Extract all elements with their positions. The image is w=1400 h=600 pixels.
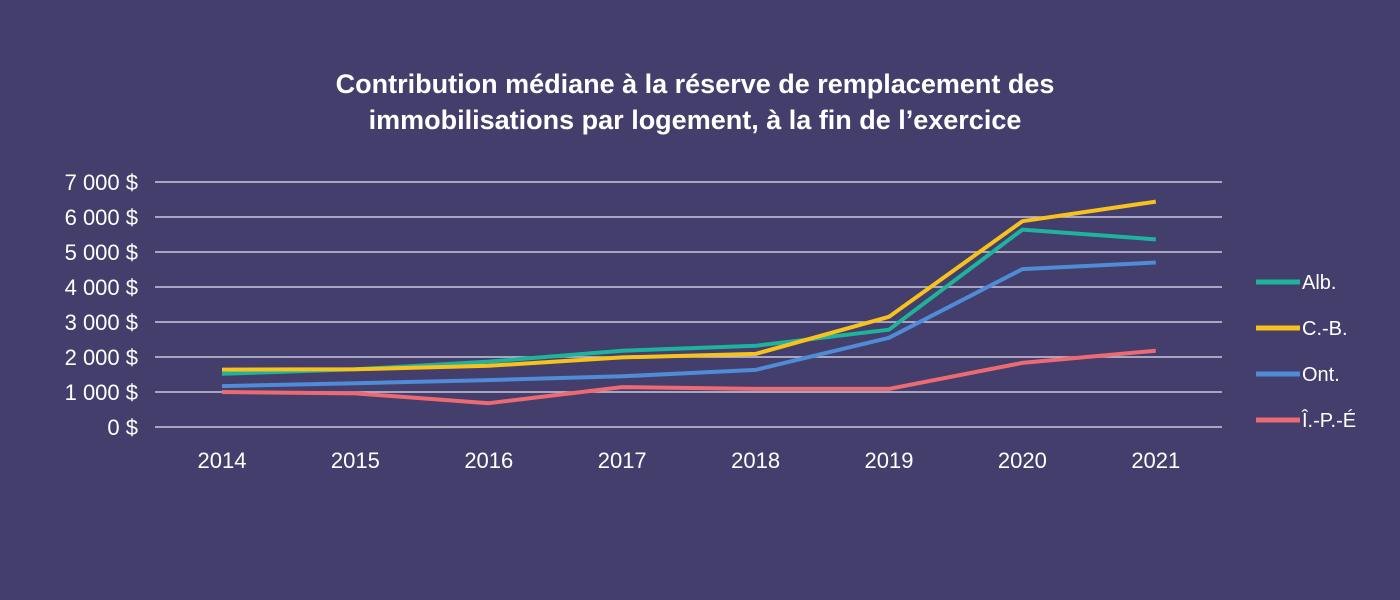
- x-tick-label: 2019: [865, 448, 914, 473]
- x-tick-label: 2020: [998, 448, 1047, 473]
- y-tick-label: 3 000 $: [65, 310, 138, 335]
- y-axis-tick-labels: 0 $ 1 000 $ 2 000 $ 3 000 $ 4 000 $ 5 000 $ 6 …: [65, 170, 138, 440]
- legend-item: Alb.: [1256, 272, 1336, 294]
- y-tick-label: 7 000 $: [65, 170, 138, 195]
- x-tick-label: 2017: [598, 448, 647, 473]
- y-tick-label: 5 000 $: [65, 240, 138, 265]
- legend-item: C.-B.: [1256, 318, 1348, 340]
- legend-label: Alb.: [1302, 272, 1336, 294]
- x-tick-label: 2016: [464, 448, 513, 473]
- series-line-0: [221, 227, 1156, 376]
- legend-label: Î.-P.-É: [1301, 409, 1356, 432]
- x-tick-label: 2018: [731, 448, 780, 473]
- series-lines: [221, 199, 1157, 406]
- chart-title-line-2: immobilisations par logement, à la fin d…: [368, 105, 1022, 135]
- y-tick-label: 4 000 $: [65, 275, 138, 300]
- x-axis-tick-labels: 2014 2015 2016 2017 2018 2019 2020 2021: [198, 448, 1181, 473]
- x-tick-label: 2021: [1131, 448, 1180, 473]
- y-tick-label: 6 000 $: [65, 205, 138, 230]
- legend-label: C.-B.: [1302, 318, 1348, 340]
- chart-title: Contribution médiane à la réserve de rem…: [200, 66, 1190, 138]
- gridlines: [155, 181, 1222, 428]
- legend-item: Ont.: [1256, 364, 1340, 386]
- y-tick-label: 1 000 $: [65, 380, 138, 405]
- y-tick-label: 2 000 $: [65, 345, 138, 370]
- legend-item: Î.-P.-É: [1256, 409, 1356, 432]
- legend: Alb. C.-B. Ont. Î.-P.-É: [1256, 272, 1356, 432]
- legend-label: Ont.: [1302, 364, 1340, 386]
- series-line-1: [221, 199, 1157, 372]
- series-line-3: [221, 348, 1156, 406]
- x-tick-label: 2014: [198, 448, 247, 473]
- x-tick-label: 2015: [331, 448, 380, 473]
- y-tick-label: 0 $: [107, 415, 138, 440]
- chart-title-line-1: Contribution médiane à la réserve de rem…: [335, 69, 1055, 99]
- series-line-2: [221, 260, 1156, 389]
